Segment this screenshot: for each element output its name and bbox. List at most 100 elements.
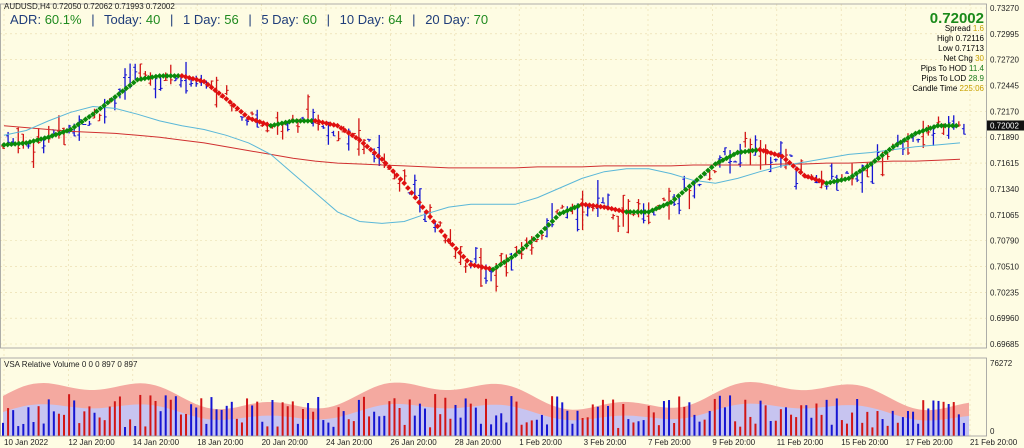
spread-value: 1.6 (972, 24, 984, 33)
volume-bar (896, 422, 899, 436)
volume-title: VSA Relative Volume 0 0 0 897 0 897 (4, 360, 138, 369)
day1-label: 1 Day: (183, 12, 221, 27)
trend-dot (97, 105, 104, 112)
trend-dot (364, 143, 370, 150)
volume-bar (108, 406, 111, 436)
volume-bar (693, 414, 696, 436)
volume-bar (764, 405, 767, 436)
trend-dot (460, 253, 467, 260)
volume-bar (2, 422, 4, 436)
trend-dot (523, 242, 530, 249)
volume-bar (886, 425, 889, 436)
trend-dot (490, 266, 496, 273)
trend-dot (675, 193, 682, 199)
trend-dot (238, 108, 244, 115)
volume-bar (540, 414, 543, 436)
trend-dot (453, 245, 459, 252)
volume-bar (906, 411, 909, 436)
volume-bar (113, 401, 116, 436)
volume-bar (962, 422, 965, 436)
volume-bar (301, 409, 304, 436)
volume-bar (185, 413, 188, 436)
volume-bar (662, 401, 665, 436)
time-tick-label: 20 Jan 20:00 (262, 438, 309, 447)
volume-bar (17, 426, 20, 436)
price-tick-label: 0.71065 (990, 211, 1019, 220)
volume-bar (444, 397, 447, 436)
time-tick-label: 12 Jan 20:00 (68, 438, 115, 447)
volume-bar (779, 409, 782, 436)
volume-bar (429, 427, 432, 436)
volume-bar (179, 414, 182, 436)
volume-bar (246, 398, 249, 436)
volume-bar (637, 421, 640, 436)
trend-dot (93, 108, 100, 115)
today-label: Today: (103, 12, 143, 27)
volume-bar (408, 399, 411, 436)
volume-bar (800, 405, 803, 436)
volume-bar (576, 410, 579, 436)
time-tick-label: 17 Feb 20:00 (906, 438, 954, 447)
volume-bar (474, 407, 477, 436)
price-tick-label: 0.69960 (990, 314, 1019, 323)
trend-dot (90, 111, 96, 118)
volume-bar (205, 423, 208, 436)
volume-bar (876, 411, 879, 436)
volume-bar (642, 420, 645, 436)
trend-dot (505, 257, 511, 263)
volume-bar (673, 423, 676, 436)
trend-dot (360, 140, 367, 147)
volume-bar (235, 418, 238, 436)
volume-bar (403, 424, 406, 436)
volume-bar (124, 427, 127, 436)
price-tick-label: 0.71615 (990, 159, 1019, 168)
volume-bar (251, 405, 254, 436)
trend-dot (438, 228, 445, 234)
trend-dot (219, 93, 226, 99)
volume-bar (296, 423, 299, 436)
price-bars (1, 61, 966, 292)
volume-bar (63, 414, 66, 436)
volume-bar (434, 394, 437, 436)
volume-tick-label: 0 (990, 427, 995, 436)
trend-dot (671, 196, 678, 202)
trend-dot (153, 73, 159, 80)
trend-dot (690, 180, 697, 187)
price-tick-label: 0.72720 (990, 56, 1019, 65)
volume-bar (840, 420, 843, 436)
trend-dot (797, 169, 804, 176)
volume-bar (835, 398, 838, 436)
trend-dot (405, 185, 411, 191)
volume-bar (479, 423, 482, 436)
trend-dot (138, 76, 144, 82)
trend-dot (430, 218, 437, 225)
trend-dot (738, 149, 745, 155)
volume-panel-frame (0, 357, 987, 437)
trend-dot (279, 120, 285, 127)
volume-bar (174, 396, 177, 436)
volume-bar (871, 427, 874, 436)
volume-tick-label: 76272 (990, 359, 1013, 368)
volume-bar (423, 408, 426, 436)
time-tick-label: 3 Feb 20:00 (584, 438, 627, 447)
volume-bar (139, 394, 142, 436)
trend-dot (167, 73, 174, 79)
trend-dot (527, 239, 534, 246)
trend-dot (949, 122, 956, 129)
volume-bar (149, 395, 152, 436)
volume-bar (485, 398, 487, 436)
trend-dot (786, 159, 793, 166)
trend-dot (101, 102, 107, 109)
volume-bar (388, 401, 391, 436)
volume-bar (942, 401, 945, 436)
volume-bar (144, 426, 147, 436)
volume-bar (744, 399, 747, 436)
trend-dot (501, 259, 508, 266)
trend-dot (108, 96, 115, 103)
volume-bar (312, 411, 315, 436)
volume-bar (342, 411, 345, 436)
volume-bar (154, 400, 157, 436)
trend-dot (456, 249, 463, 256)
trend-dot (519, 245, 526, 252)
volume-bar (256, 401, 259, 436)
